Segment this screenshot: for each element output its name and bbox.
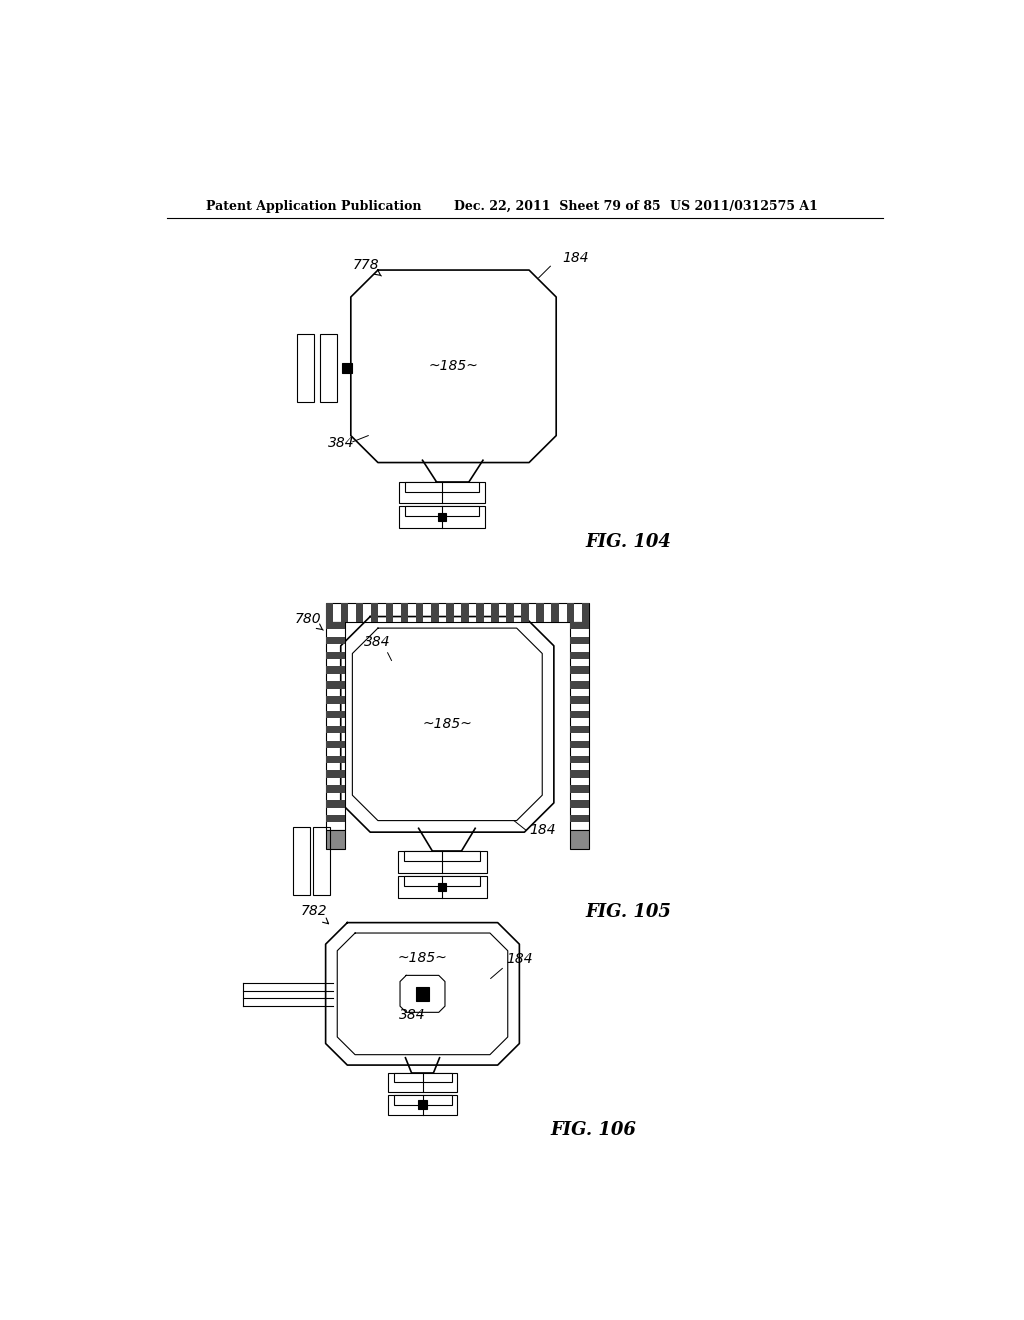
Bar — [569, 622, 589, 830]
Bar — [569, 741, 589, 748]
Text: 780: 780 — [295, 611, 324, 630]
Bar — [326, 771, 345, 777]
Bar — [569, 622, 589, 630]
Bar — [326, 711, 345, 718]
Bar — [552, 603, 559, 622]
Text: FIG. 104: FIG. 104 — [586, 533, 671, 552]
Bar — [313, 826, 331, 895]
Bar — [326, 667, 345, 675]
Bar — [326, 814, 345, 822]
Bar — [461, 603, 469, 622]
Bar — [326, 830, 345, 849]
Bar — [437, 513, 446, 521]
Bar — [569, 785, 589, 793]
Bar — [355, 603, 364, 622]
Bar — [476, 603, 483, 622]
Bar — [569, 800, 589, 808]
Text: FIG. 106: FIG. 106 — [550, 1121, 636, 1139]
Bar — [569, 726, 589, 734]
Bar — [326, 636, 345, 644]
Bar — [341, 603, 348, 622]
Bar — [326, 785, 345, 793]
Bar — [403, 876, 480, 886]
Text: Dec. 22, 2011  Sheet 79 of 85: Dec. 22, 2011 Sheet 79 of 85 — [454, 199, 660, 213]
Bar — [401, 603, 409, 622]
Bar — [406, 507, 479, 516]
Text: Patent Application Publication: Patent Application Publication — [206, 199, 421, 213]
Bar — [569, 652, 589, 659]
Text: 184: 184 — [562, 251, 589, 265]
Bar — [397, 851, 486, 873]
Bar — [388, 1096, 457, 1114]
Bar — [569, 667, 589, 675]
Bar — [371, 603, 378, 622]
Bar — [293, 826, 310, 895]
Bar — [569, 830, 589, 849]
Bar — [506, 603, 514, 622]
Bar — [326, 696, 345, 704]
Bar — [569, 771, 589, 777]
Bar — [326, 681, 345, 689]
Bar — [321, 334, 337, 401]
Bar — [297, 334, 314, 401]
Text: 184: 184 — [529, 824, 556, 837]
Bar — [569, 636, 589, 644]
Bar — [431, 603, 438, 622]
Text: ~185~: ~185~ — [429, 359, 478, 374]
Bar — [394, 1073, 452, 1082]
Text: ~185~: ~185~ — [422, 717, 472, 731]
Bar — [416, 603, 424, 622]
Text: 384: 384 — [399, 1008, 426, 1022]
Bar — [399, 482, 484, 503]
Bar — [342, 363, 351, 372]
Bar — [537, 603, 544, 622]
Bar — [437, 883, 446, 891]
Bar — [388, 1073, 457, 1093]
Bar — [569, 696, 589, 704]
Bar — [406, 482, 479, 492]
Bar — [326, 755, 345, 763]
Bar — [492, 603, 499, 622]
Bar — [569, 814, 589, 822]
Bar — [566, 603, 574, 622]
Bar — [521, 603, 529, 622]
Text: 384: 384 — [328, 436, 354, 450]
Bar — [416, 987, 429, 1001]
Text: 184: 184 — [506, 952, 532, 966]
Bar — [326, 603, 589, 622]
Bar — [569, 711, 589, 718]
Bar — [326, 603, 333, 622]
Bar — [446, 603, 454, 622]
Text: 778: 778 — [352, 257, 381, 276]
Bar — [394, 1096, 452, 1105]
Bar — [397, 876, 486, 898]
Bar — [326, 622, 345, 630]
Bar — [326, 800, 345, 808]
Bar — [418, 1101, 427, 1109]
Bar — [326, 652, 345, 659]
Bar — [386, 603, 393, 622]
Bar — [326, 622, 345, 830]
Bar — [582, 603, 589, 622]
Bar — [326, 741, 345, 748]
Text: FIG. 105: FIG. 105 — [586, 903, 671, 921]
Bar — [569, 681, 589, 689]
Text: ~185~: ~185~ — [397, 950, 447, 965]
Bar — [569, 755, 589, 763]
Bar — [403, 851, 480, 862]
Bar — [399, 507, 484, 528]
Text: US 2011/0312575 A1: US 2011/0312575 A1 — [671, 199, 818, 213]
Bar — [326, 726, 345, 734]
Text: 384: 384 — [365, 635, 391, 649]
Text: 782: 782 — [301, 904, 329, 924]
